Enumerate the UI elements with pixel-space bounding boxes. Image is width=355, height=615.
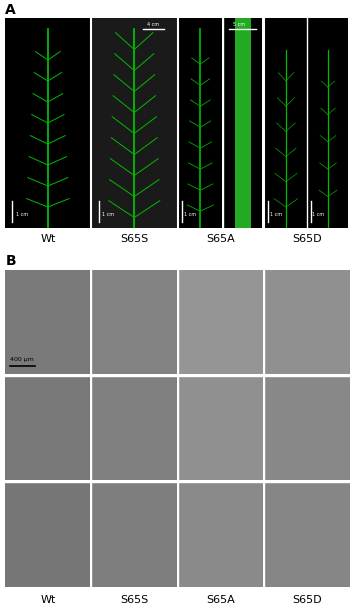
Bar xyxy=(235,18,251,228)
Text: Wt: Wt xyxy=(40,595,55,605)
Text: A: A xyxy=(5,3,16,17)
Text: 1 cm: 1 cm xyxy=(184,213,196,218)
Text: S65A: S65A xyxy=(206,234,235,244)
Text: 1 cm: 1 cm xyxy=(312,213,324,218)
Text: 1 cm: 1 cm xyxy=(270,213,282,218)
Text: S65S: S65S xyxy=(120,234,148,244)
Text: Wt: Wt xyxy=(40,234,55,244)
Text: 400 μm: 400 μm xyxy=(10,357,33,362)
Text: 1 cm: 1 cm xyxy=(102,213,114,218)
Text: 5 cm: 5 cm xyxy=(233,22,245,28)
Text: S65D: S65D xyxy=(293,595,322,605)
Text: 1 cm: 1 cm xyxy=(16,213,28,218)
Text: 4 cm: 4 cm xyxy=(147,22,159,28)
Text: S65D: S65D xyxy=(293,234,322,244)
Text: S65A: S65A xyxy=(206,595,235,605)
Text: B: B xyxy=(5,254,16,268)
Text: S65S: S65S xyxy=(120,595,148,605)
